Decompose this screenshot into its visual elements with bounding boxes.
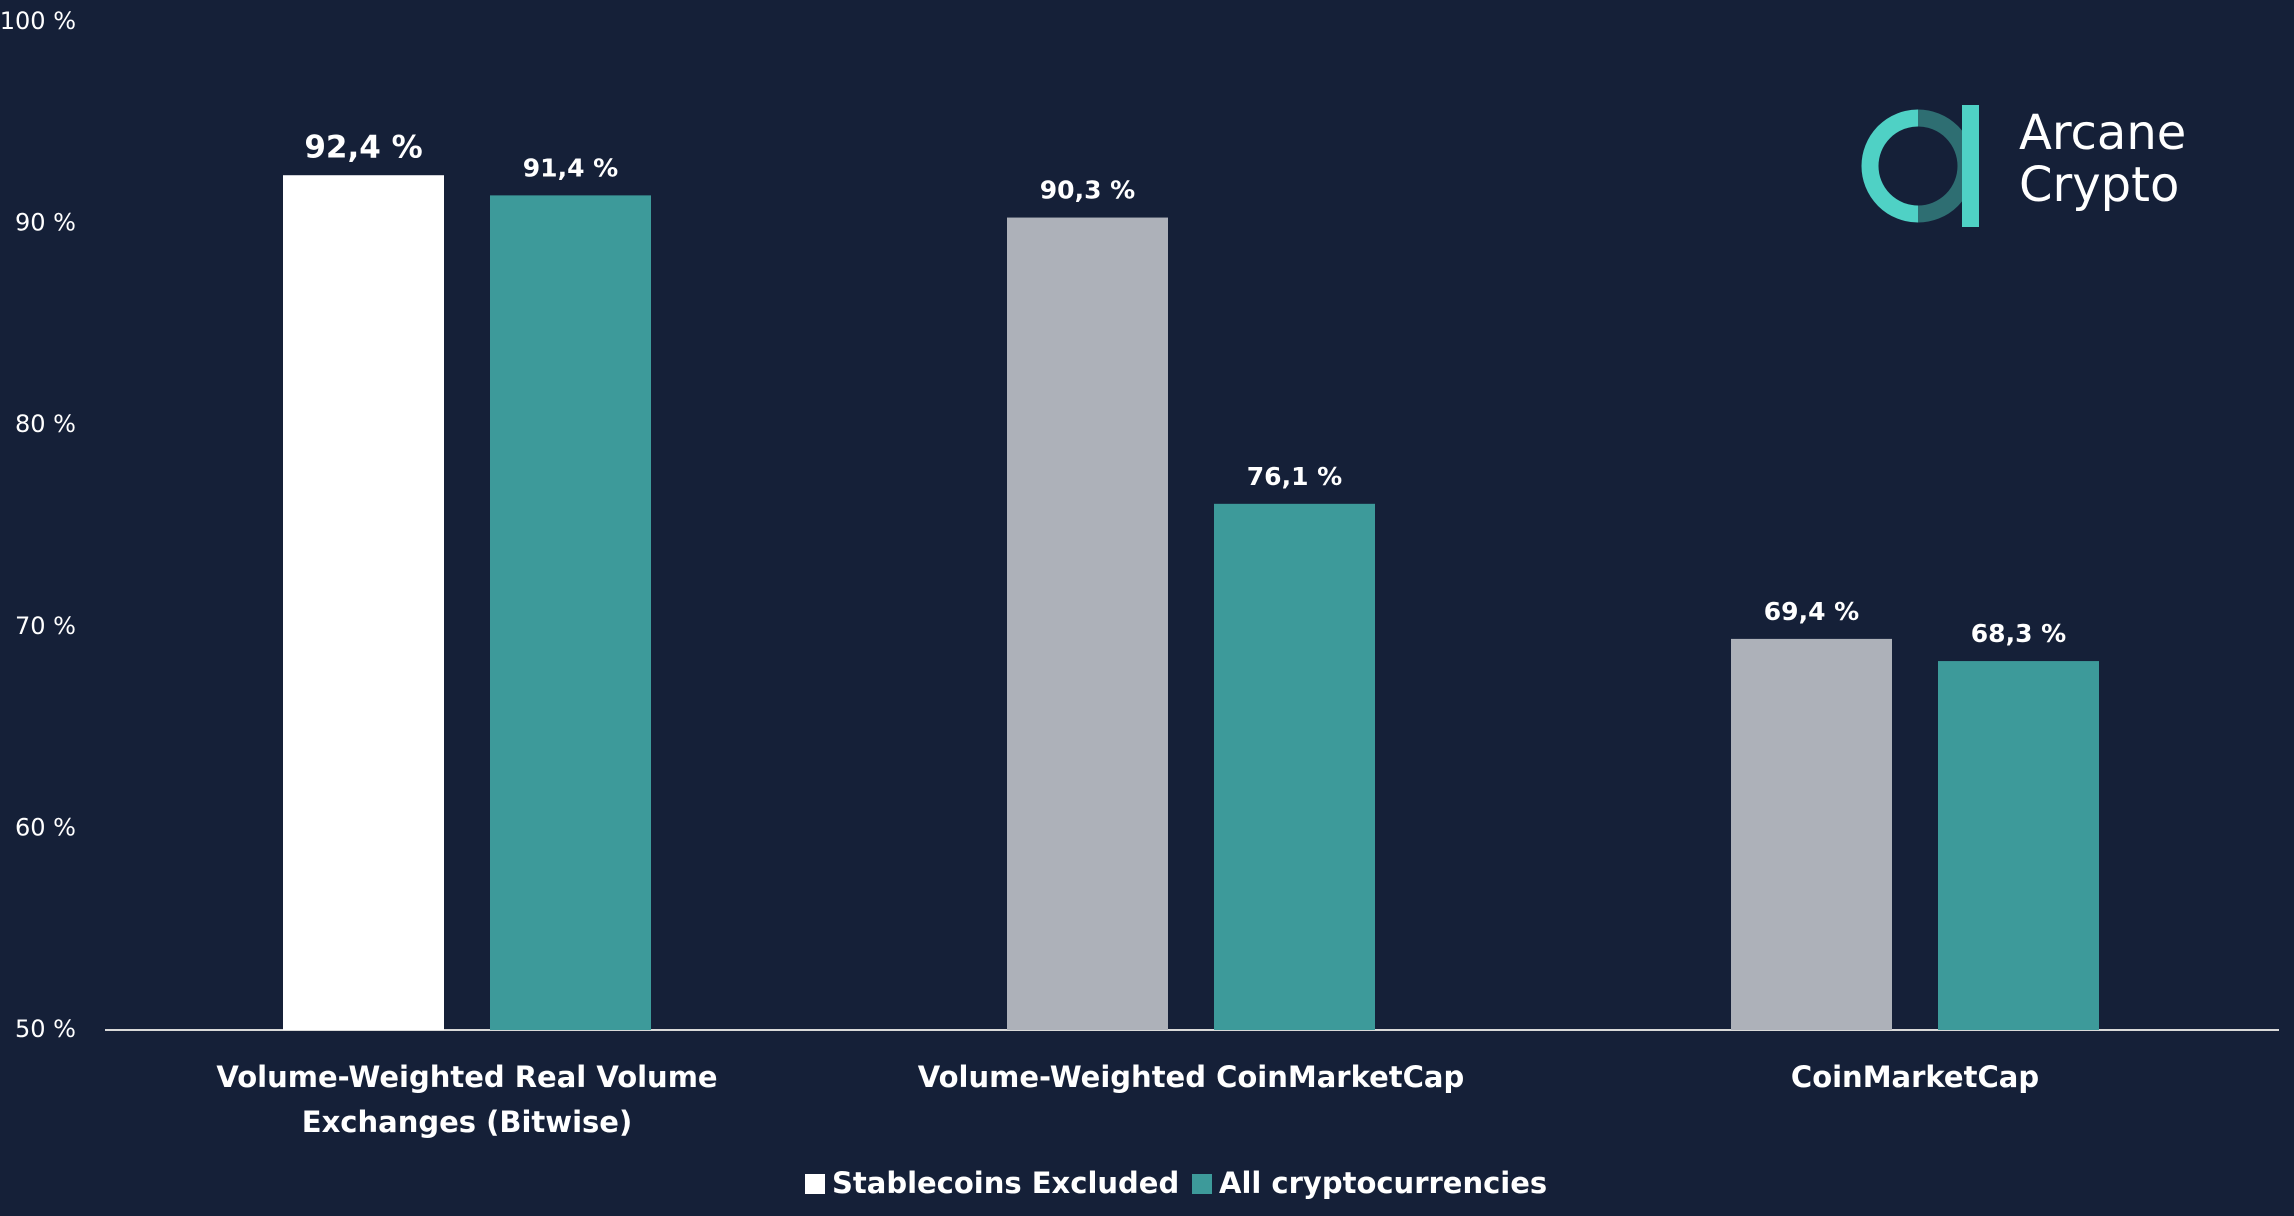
logo-bar xyxy=(1962,105,1979,227)
logo-text: Crypto xyxy=(2019,157,2179,213)
bar xyxy=(1007,217,1168,1030)
value-label: 69,4 % xyxy=(1764,597,1859,626)
logo-ring xyxy=(1861,109,1919,223)
y-tick-label: 100 % xyxy=(0,7,76,35)
x-tick-label: Volume-Weighted Real Volume Exchanges (B… xyxy=(216,1060,718,1139)
legend-swatch xyxy=(805,1174,825,1194)
legend-label: Stablecoins Excluded xyxy=(832,1166,1179,1200)
value-label: 92,4 % xyxy=(304,130,422,166)
legend-label: All cryptocurrencies xyxy=(1219,1166,1547,1200)
bar xyxy=(490,195,651,1031)
logo: Arcane Crypto xyxy=(1861,105,2186,227)
value-label: 76,1 % xyxy=(1247,462,1342,491)
bar xyxy=(1731,638,1892,1030)
x-tick-label: Volume-Weighted CoinMarketCap xyxy=(917,1060,1465,1094)
value-label: 68,3 % xyxy=(1971,619,2066,648)
logo-text: Arcane xyxy=(2019,105,2186,161)
bar xyxy=(1214,503,1375,1031)
y-tick-label: 90 % xyxy=(15,209,76,237)
value-label: 91,4 % xyxy=(523,153,618,182)
bar xyxy=(1938,661,2099,1030)
legend-swatch xyxy=(1192,1174,1212,1194)
y-tick-label: 50 % xyxy=(15,1015,76,1043)
y-tick-label: 70 % xyxy=(15,612,76,640)
y-tick-label: 60 % xyxy=(15,813,76,841)
logo-ring xyxy=(1917,109,1975,223)
x-tick-label: CoinMarketCap xyxy=(1790,1060,2040,1094)
bar xyxy=(283,175,444,1030)
y-tick-label: 80 % xyxy=(15,410,76,438)
value-label: 90,3 % xyxy=(1040,176,1135,205)
